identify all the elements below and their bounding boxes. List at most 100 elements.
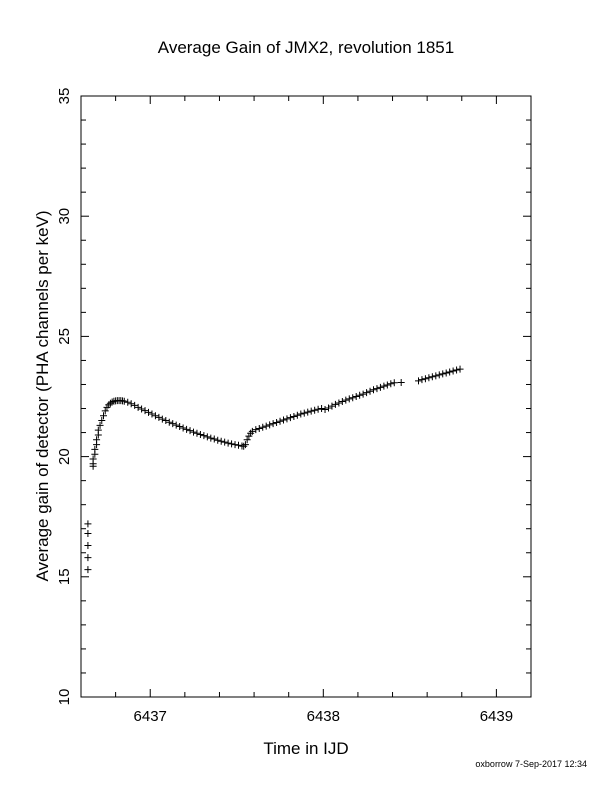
data-point [151,412,159,420]
data-point [293,411,301,419]
x-tick-label: 6437 [134,708,167,725]
data-point [269,420,277,428]
data-point [100,412,107,420]
y-tick-label: 25 [56,328,73,345]
data-point [162,417,170,425]
data-point [217,437,225,445]
data-point [359,390,367,398]
data-point [345,395,353,403]
data-point [127,400,135,408]
data-point [338,398,346,406]
data-point [196,430,204,438]
data-point [432,372,440,380]
data-point [93,436,101,444]
data-point [221,438,229,446]
data-point [290,412,298,420]
data-point [280,416,287,424]
data-point [325,404,332,412]
data-point [297,410,305,418]
data-point [363,389,371,397]
y-tick-label: 20 [56,448,73,465]
plot-frame [80,95,532,698]
data-point [94,426,102,434]
data-point [349,394,357,402]
data-point [321,405,329,413]
data-point [442,369,450,377]
data-point [176,423,184,431]
data-point [155,413,163,421]
data-point [304,408,312,416]
data-point [241,441,249,449]
data-point [138,405,146,413]
y-tick-label: 15 [56,568,73,585]
data-point [131,401,139,409]
data-point [186,427,194,435]
data-point [266,421,274,429]
data-point [101,407,109,415]
data-point [183,425,191,433]
data-point [200,432,208,440]
data-point [108,398,116,406]
x-axis: 6437 6438 6439 [80,96,532,725]
data-point [96,421,104,429]
data-point [311,406,319,414]
data-point [228,440,236,448]
data-point [124,398,132,406]
data-point [314,405,322,413]
data-points [84,365,464,574]
data-point [255,424,263,432]
data-point [428,373,436,381]
data-point [214,436,222,444]
data-point [453,366,461,374]
data-point [342,396,350,404]
data-point [418,376,426,384]
data-point [105,401,113,409]
data-point [84,566,92,574]
data-point [415,377,422,385]
data-point [203,433,211,441]
data-point [397,379,405,387]
data-point [300,409,308,417]
data-point [243,436,251,444]
data-point [210,435,218,443]
data-point [248,427,256,435]
data-point [240,442,248,450]
data-point [231,441,239,449]
data-point [273,418,281,426]
data-point [352,393,360,400]
data-point [335,399,343,407]
data-point [91,445,99,453]
data-point [169,420,177,428]
data-point [356,391,364,399]
data-point [245,432,253,440]
y-axis: 10 15 20 25 30 35 [56,88,531,706]
data-point [165,418,173,426]
data-point [190,428,197,436]
y-tick-label: 35 [56,88,73,105]
data-point [158,415,166,423]
footer-credit: oxborrow 7-Sep-2017 12:34 [475,759,587,769]
data-point [425,374,433,382]
y-axis-label: Average gain of detector (PHA channels p… [33,210,52,581]
chart-title: Average Gain of JMX2, revolution 1851 [158,38,454,57]
data-point [84,542,92,550]
data-point [98,417,106,425]
data-point [383,381,391,389]
data-point [262,422,270,430]
data-point [390,379,398,387]
data-point [89,455,97,463]
data-point [224,439,232,447]
data-point [307,407,315,415]
data-point [84,554,92,562]
data-point [141,407,149,415]
data-point [193,429,201,437]
data-point [286,414,294,422]
data-point [387,380,395,388]
data-point [84,520,92,528]
data-point [456,365,464,373]
y-tick-label: 10 [56,689,73,706]
data-point [283,415,291,423]
x-tick-label: 6439 [480,708,513,725]
data-point [172,421,180,429]
